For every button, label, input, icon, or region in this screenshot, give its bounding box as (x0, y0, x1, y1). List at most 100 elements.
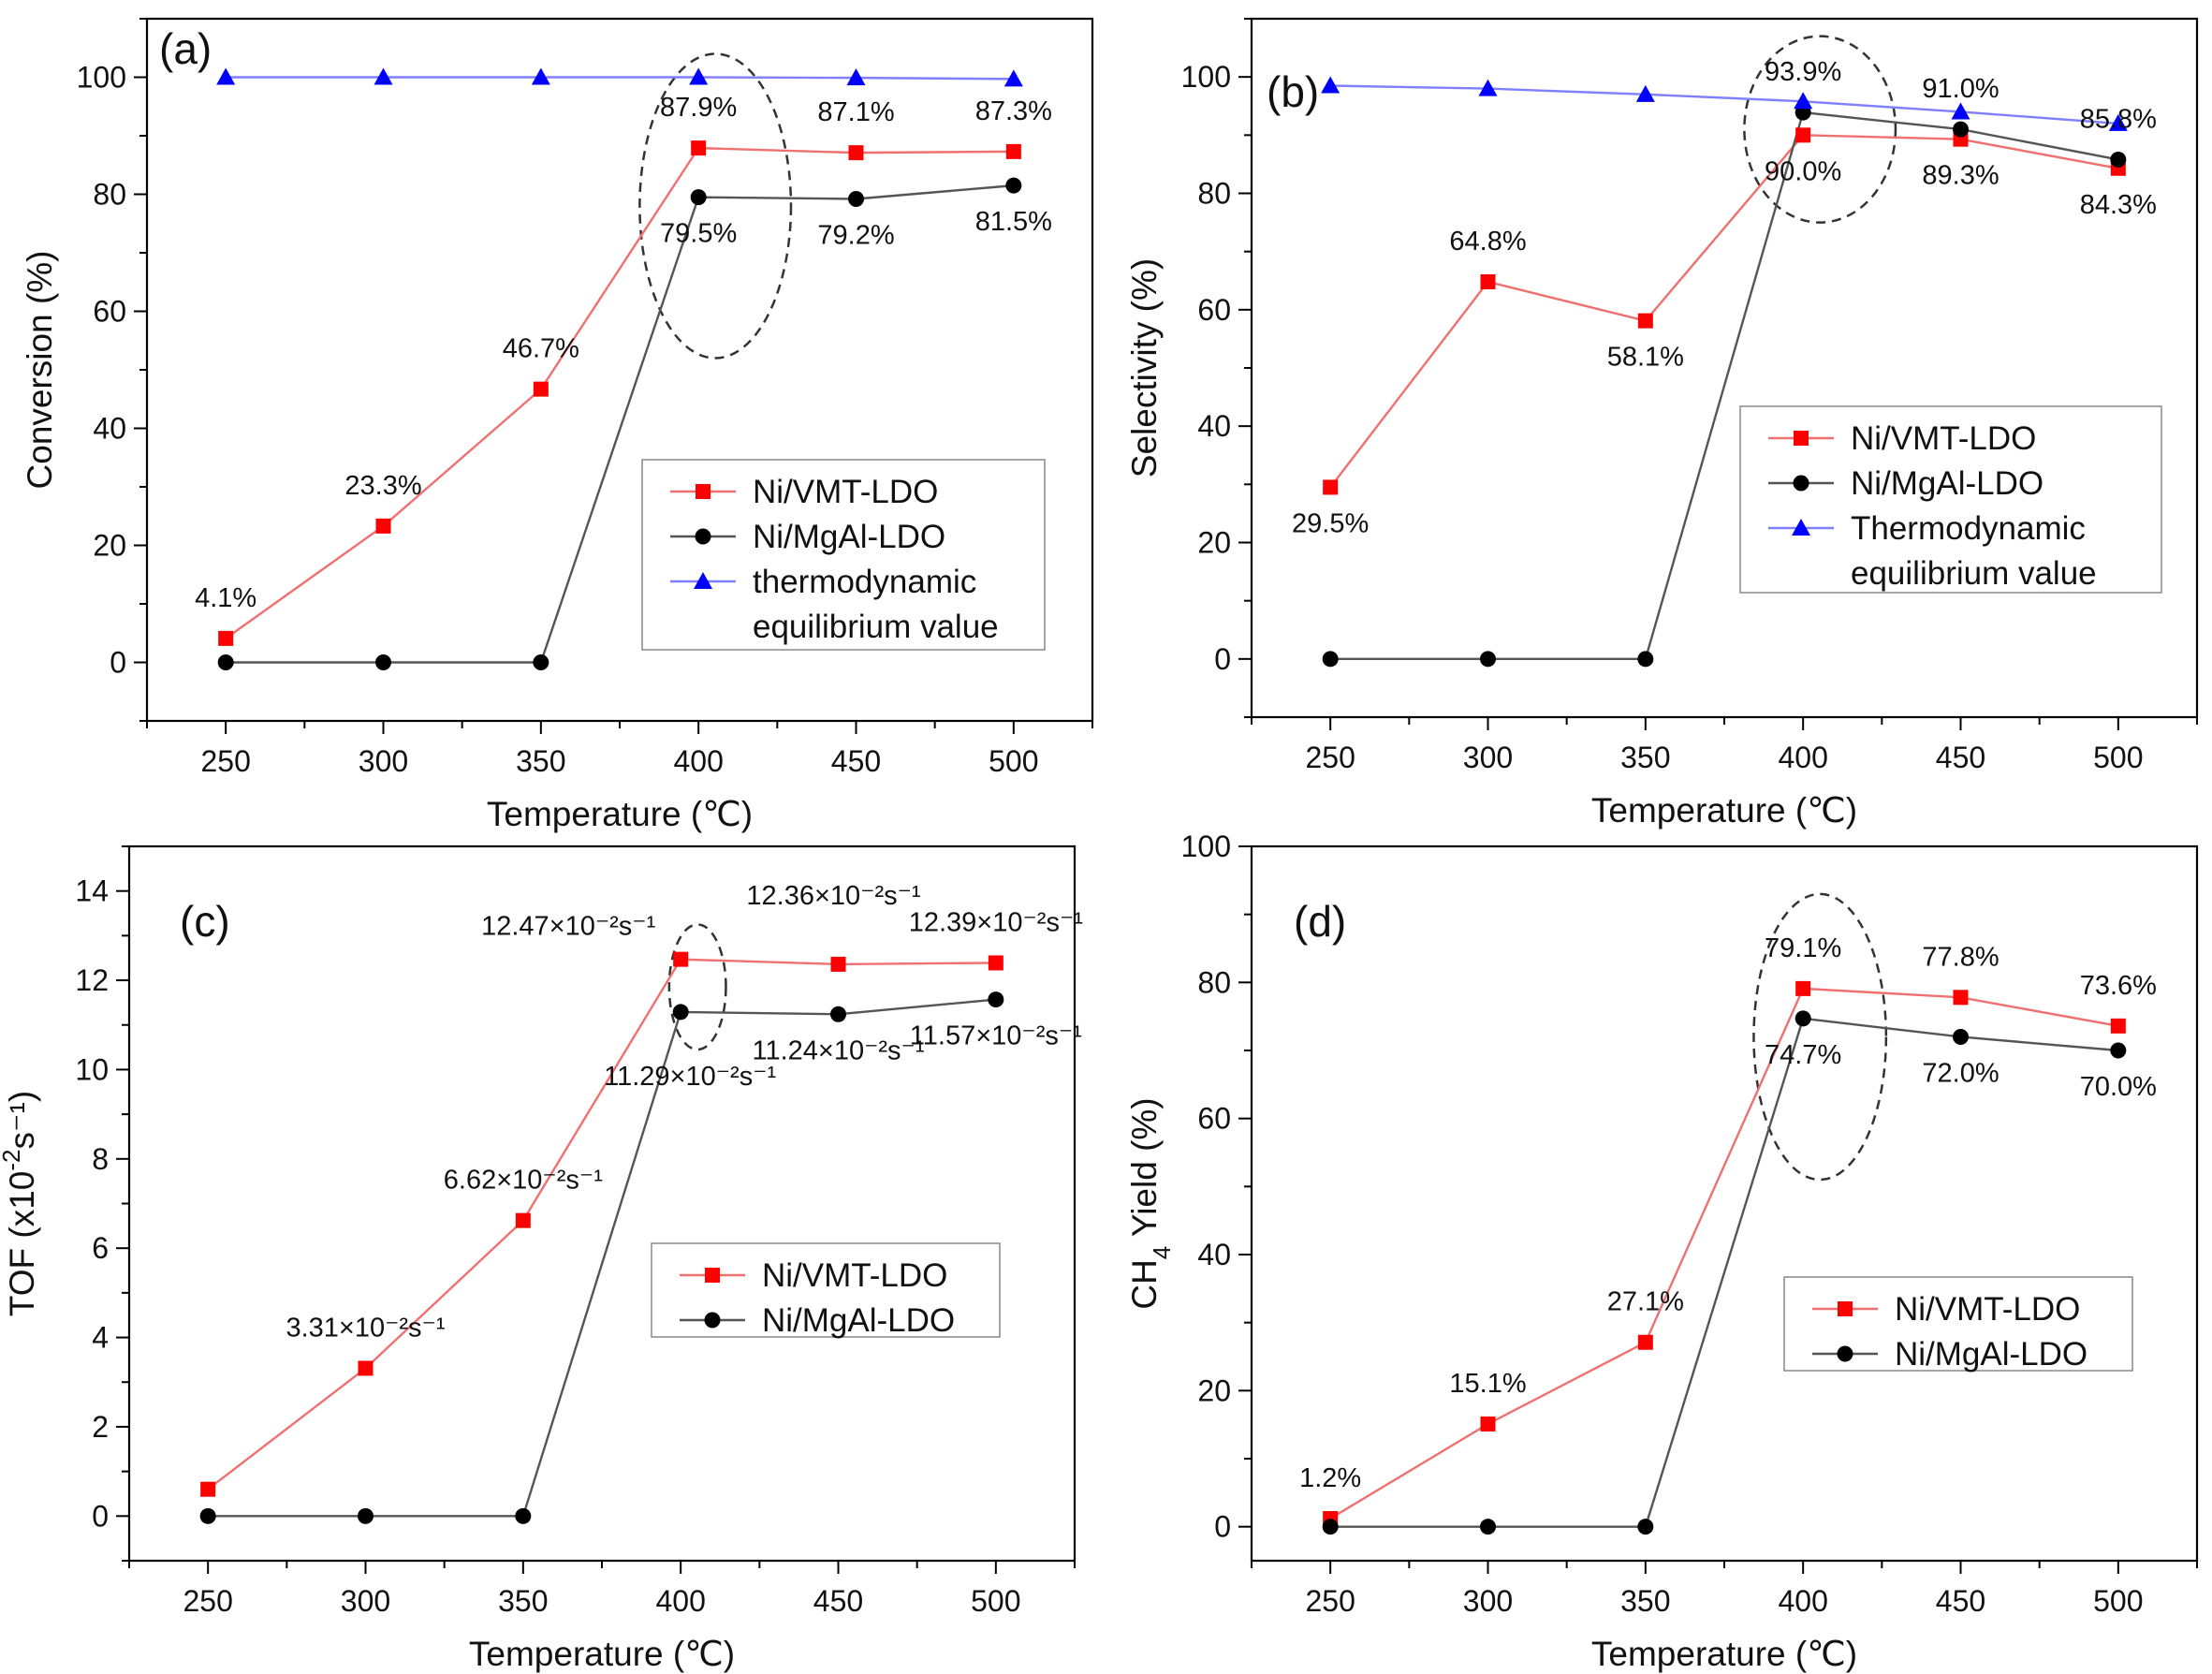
y-tick-label: 4 (92, 1321, 109, 1355)
data-point-1 (1322, 1519, 1339, 1535)
data-point-0 (200, 1481, 216, 1497)
x-axis-title: Temperature (℃) (487, 795, 753, 833)
panel-c: 250 300 350 400 450 500 0 2 4 6 8 10 12 14 Temperature… (0, 844, 1084, 1673)
data-point-0 (515, 1212, 531, 1228)
legend-label: Ni/MgAl-LDO (1895, 1336, 2087, 1373)
data-label: 89.3% (1922, 161, 1999, 191)
data-label: 87.3% (975, 96, 1052, 126)
data-point-0 (1005, 143, 1021, 159)
y-tick-label: 40 (1197, 1238, 1231, 1271)
highlight-ellipse (1743, 35, 1897, 224)
data-point-0 (988, 955, 1003, 971)
legend-marker (1838, 1301, 1853, 1316)
panel-a: 250 300 350 400 450 500 0 20 40 60 80 100 Temperatur… (21, 17, 1094, 833)
y-tick-label: 0 (1214, 1510, 1231, 1544)
data-label: 90.0% (1765, 156, 1841, 186)
data-point-1 (1480, 651, 1496, 668)
data-label: 85.8% (2080, 104, 2157, 134)
highlight-ellipse (638, 52, 793, 360)
legend-label: Ni/MgAl-LDO (1851, 465, 2044, 502)
legend-label: Ni/VMT-LDO (1895, 1291, 2080, 1328)
legend-marker (696, 484, 710, 499)
y-axis-title: CH4 Yield (%) (1125, 1097, 1176, 1309)
data-point-1 (1005, 177, 1022, 194)
data-label: 46.7% (503, 334, 579, 364)
plot-frame (1250, 17, 2199, 719)
series-line-2 (226, 76, 1014, 81)
data-point-2 (1003, 69, 1023, 87)
data-label: 72.0% (1922, 1058, 1999, 1088)
x-tick-label: 450 (1936, 1584, 1985, 1618)
legend-marker (705, 1268, 720, 1283)
data-label: 79.5% (660, 219, 737, 249)
panel-d: 250 300 350 400 450 500 0 20 40 60 80 100 Temperatur… (1125, 830, 2199, 1673)
panel-label: (b) (1267, 67, 1319, 116)
data-label: 93.9% (1765, 57, 1841, 87)
data-label: 12.47×10⁻²s⁻¹ (481, 912, 656, 942)
data-point-1 (1953, 121, 1969, 138)
highlight-ellipse (1752, 892, 1888, 1182)
y-tick-label: 10 (75, 1052, 109, 1086)
legend-label: equilibrium value (1851, 555, 2097, 592)
data-point-2 (1951, 102, 1970, 120)
x-tick-label: 350 (498, 1584, 548, 1618)
data-point-2 (2108, 113, 2128, 131)
legend-label: Ni/VMT-LDO (753, 474, 938, 510)
data-label: 15.1% (1449, 1369, 1526, 1399)
legend-marker (1793, 475, 1809, 492)
data-point-0 (1480, 1416, 1496, 1432)
x-tick-label: 500 (971, 1584, 1020, 1618)
panel-label: (a) (159, 24, 212, 73)
data-point-2 (1478, 79, 1498, 96)
data-point-1 (358, 1507, 374, 1524)
legend-marker (1837, 1345, 1853, 1362)
series-line-1 (208, 998, 996, 1518)
data-label: 12.36×10⁻²s⁻¹ (746, 881, 921, 911)
y-tick-label: 60 (1197, 1102, 1231, 1136)
legend-label: Ni/VMT-LDO (762, 1257, 947, 1294)
data-label: 12.39×10⁻²s⁻¹ (909, 907, 1084, 937)
x-tick-label: 400 (1778, 741, 1827, 774)
legend-marker (694, 572, 712, 589)
y-tick-label: 0 (110, 646, 126, 680)
x-tick-label: 500 (2093, 741, 2143, 774)
data-label: 73.6% (2080, 971, 2157, 1001)
x-tick-label: 350 (1620, 1584, 1670, 1618)
x-tick-label: 250 (183, 1584, 232, 1618)
data-point-0 (830, 956, 846, 972)
y-tick-label: 40 (1197, 409, 1231, 443)
y-tick-label: 100 (1181, 60, 1231, 94)
series-line-2 (1330, 84, 2118, 125)
data-label: 3.31×10⁻²s⁻¹ (286, 1313, 445, 1343)
y-axis-title: Selectivity (%) (1125, 258, 1164, 477)
data-point-0 (1795, 980, 1811, 996)
data-point-2 (1321, 76, 1340, 94)
data-label: 23.3% (344, 471, 421, 501)
data-label: 64.8% (1449, 227, 1526, 257)
data-point-2 (531, 67, 550, 85)
data-label: 74.7% (1765, 1040, 1841, 1070)
data-point-0 (1953, 990, 1969, 1006)
data-label: 11.57×10⁻²s⁻¹ (910, 1021, 1082, 1051)
x-tick-label: 450 (831, 744, 881, 778)
data-point-1 (1953, 1028, 1969, 1045)
data-label: 4.1% (195, 583, 256, 613)
data-point-0 (691, 140, 707, 156)
data-point-1 (672, 1004, 689, 1021)
data-label: 91.0% (1922, 74, 1999, 104)
data-point-1 (690, 189, 707, 206)
data-point-1 (1480, 1519, 1496, 1535)
y-tick-label: 80 (1197, 965, 1231, 999)
x-tick-label: 250 (200, 744, 250, 778)
data-point-1 (1637, 1519, 1654, 1535)
series-line-0 (1329, 134, 2119, 489)
data-point-0 (375, 518, 391, 534)
series-line-0 (1329, 987, 2119, 1520)
legend-marker (695, 528, 711, 545)
x-tick-label: 450 (1936, 741, 1985, 774)
data-point-1 (533, 654, 549, 670)
legend-label: Ni/MgAl-LDO (753, 519, 945, 555)
data-point-2 (374, 67, 393, 85)
data-label: 6.62×10⁻²s⁻¹ (444, 1166, 603, 1196)
data-point-2 (1794, 92, 1813, 110)
